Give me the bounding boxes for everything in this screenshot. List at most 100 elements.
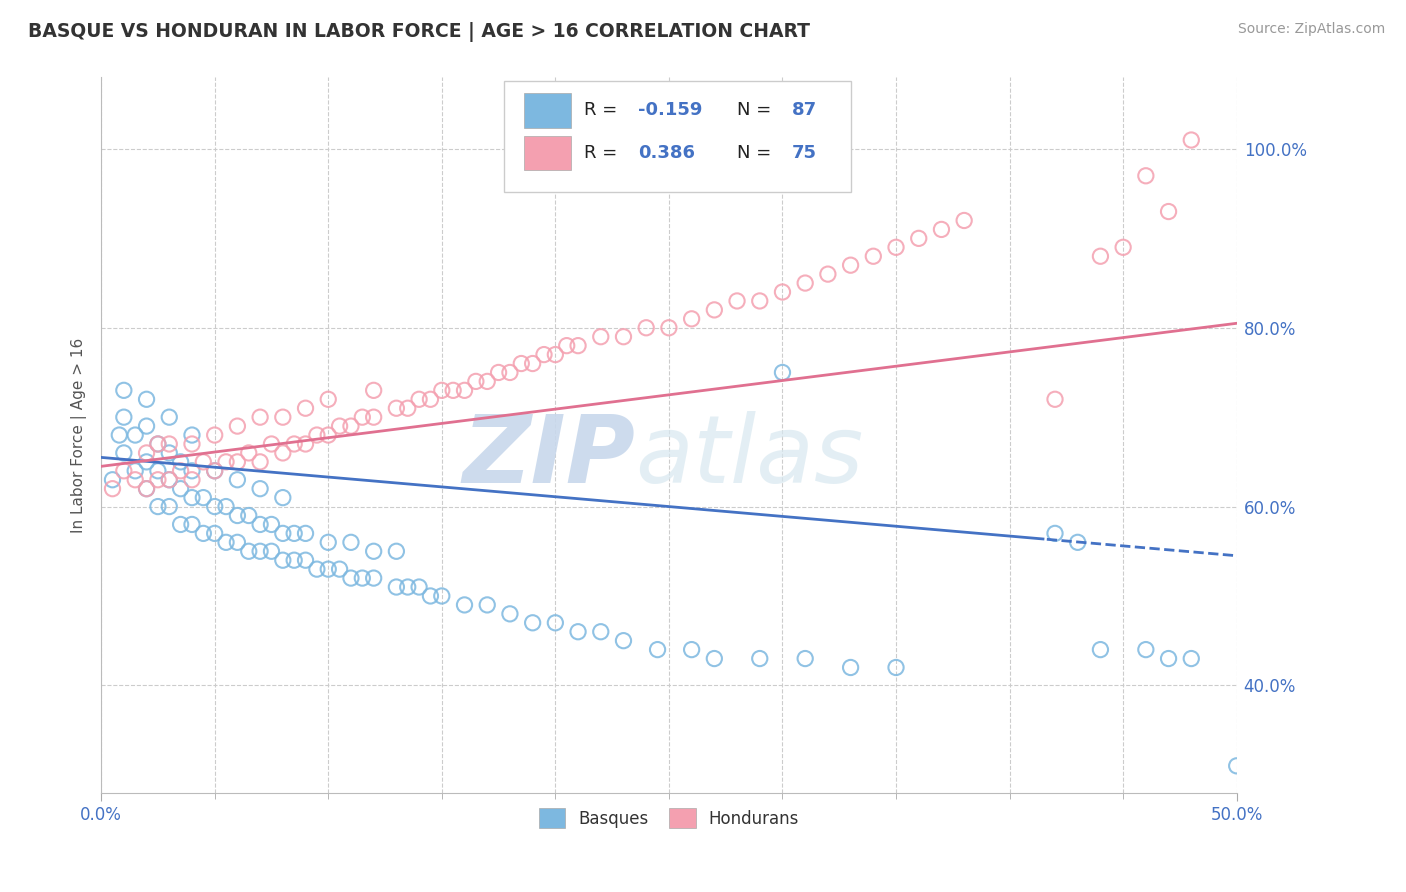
Point (146, 437, 169, 451)
Point (419, 392, 441, 407)
Point (772, 285, 794, 299)
Point (249, 410, 271, 425)
Point (839, 258, 862, 272)
Point (283, 553, 305, 567)
Point (340, 419, 363, 434)
Text: Source: ZipAtlas.com: Source: ZipAtlas.com (1237, 22, 1385, 37)
Point (181, 517, 204, 532)
Point (271, 410, 294, 425)
Point (1043, 526, 1066, 541)
Point (477, 375, 499, 389)
Point (385, 544, 408, 558)
Point (396, 580, 419, 594)
Point (884, 240, 907, 254)
Point (748, 293, 770, 308)
Point (794, 651, 817, 665)
Point (681, 642, 703, 657)
Point (363, 544, 385, 558)
Point (249, 517, 271, 532)
Point (340, 535, 363, 549)
Point (157, 410, 180, 425)
Point (430, 589, 453, 603)
Point (419, 589, 441, 603)
Point (408, 392, 430, 407)
Point (135, 392, 157, 407)
Point (329, 562, 352, 576)
Point (204, 464, 226, 478)
Point (271, 553, 294, 567)
Point (169, 482, 191, 496)
Point (316, 392, 339, 407)
Point (1090, 249, 1112, 263)
Point (396, 401, 419, 416)
Point (612, 633, 634, 648)
Point (271, 446, 294, 460)
Point (636, 320, 658, 334)
Point (169, 455, 191, 469)
Point (271, 526, 294, 541)
Point (510, 357, 533, 371)
Point (522, 615, 544, 630)
Text: -0.159: -0.159 (638, 102, 703, 120)
Point (215, 455, 238, 469)
Point (953, 213, 976, 227)
Point (135, 446, 157, 460)
Point (658, 320, 681, 334)
Point (193, 526, 215, 541)
Point (226, 473, 249, 487)
Point (794, 276, 817, 290)
Point (612, 329, 634, 343)
Point (862, 249, 884, 263)
Point (283, 526, 305, 541)
Point (112, 384, 135, 398)
Point (1090, 642, 1112, 657)
Point (305, 428, 328, 442)
Point (157, 473, 180, 487)
FancyBboxPatch shape (505, 81, 851, 192)
FancyBboxPatch shape (523, 93, 571, 128)
Point (1135, 169, 1157, 183)
Point (169, 517, 191, 532)
Point (124, 464, 146, 478)
Point (135, 482, 157, 496)
Point (316, 562, 339, 576)
Point (204, 428, 226, 442)
Point (249, 482, 271, 496)
Point (1157, 651, 1180, 665)
Point (725, 293, 748, 308)
Text: R =: R = (583, 145, 623, 162)
Point (1135, 642, 1157, 657)
Point (112, 410, 135, 425)
Point (499, 366, 522, 380)
Point (124, 428, 146, 442)
Point (226, 455, 249, 469)
Point (772, 366, 794, 380)
Point (555, 338, 578, 352)
Point (146, 473, 169, 487)
Point (441, 384, 464, 398)
Point (181, 437, 204, 451)
Point (238, 446, 260, 460)
Point (907, 231, 929, 245)
Point (464, 375, 486, 389)
Point (112, 446, 135, 460)
Y-axis label: In Labor Force | Age > 16: In Labor Force | Age > 16 (72, 337, 87, 533)
Text: 0.386: 0.386 (638, 145, 695, 162)
Point (294, 437, 316, 451)
Point (249, 544, 271, 558)
Point (567, 338, 589, 352)
Point (453, 598, 475, 612)
Point (363, 410, 385, 425)
Point (544, 348, 567, 362)
Point (157, 473, 180, 487)
Point (363, 571, 385, 585)
Point (101, 473, 124, 487)
Point (271, 491, 294, 505)
Text: N =: N = (737, 102, 778, 120)
Point (204, 500, 226, 514)
Point (157, 500, 180, 514)
Point (226, 535, 249, 549)
Point (238, 544, 260, 558)
Point (385, 580, 408, 594)
Point (1112, 240, 1135, 254)
